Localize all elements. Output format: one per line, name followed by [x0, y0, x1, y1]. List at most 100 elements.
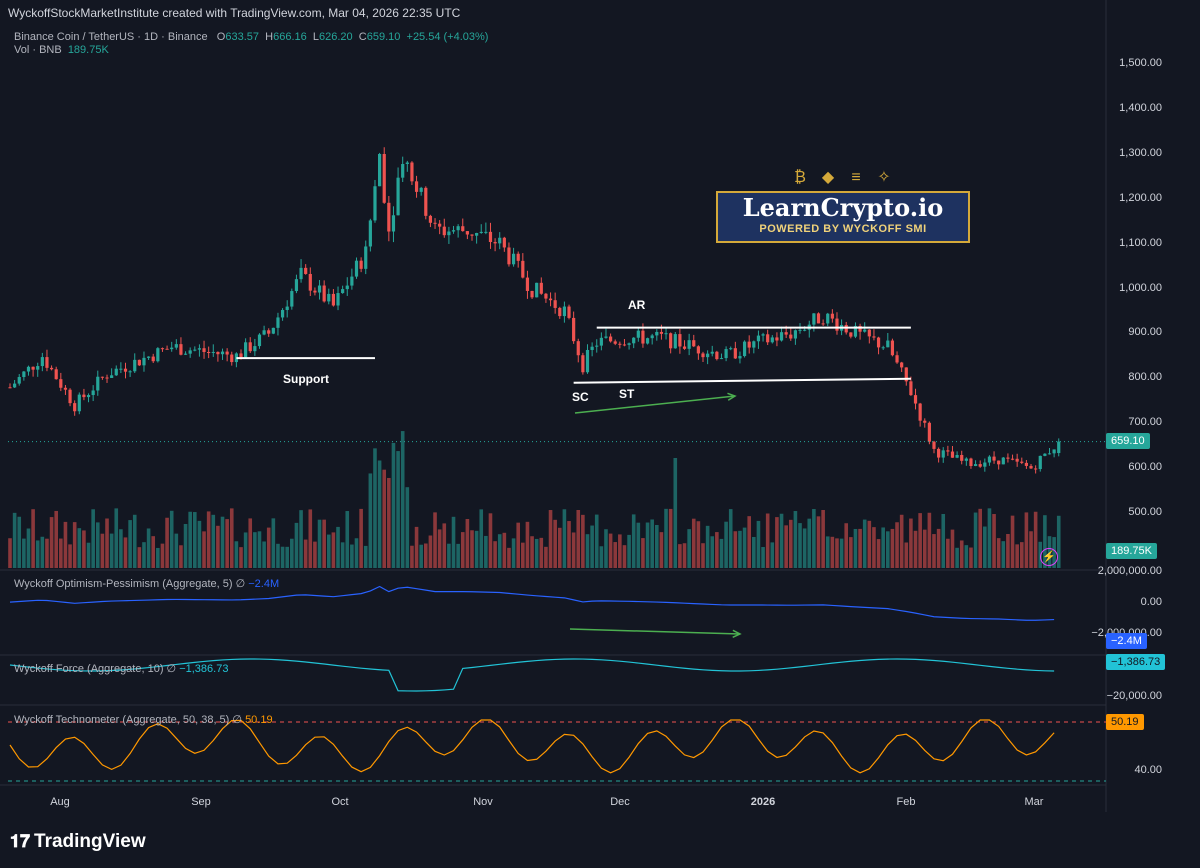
volume-bar — [442, 523, 447, 568]
lightning-icon[interactable]: ⚡ — [1040, 548, 1058, 566]
symbol-legend[interactable]: Binance Coin / TetherUS · 1D · Binance O… — [14, 31, 488, 43]
volume-bar — [825, 536, 830, 568]
volume-bar — [253, 532, 257, 568]
volume-bar — [82, 530, 86, 568]
optimism-pane-title[interactable]: Wyckoff Optimism-Pessimism (Aggregate, 5… — [14, 577, 279, 590]
candle-body — [36, 366, 40, 370]
candle-body — [123, 368, 128, 372]
candle-body — [17, 377, 21, 384]
candle-body — [659, 331, 664, 334]
candle-body — [687, 340, 691, 349]
technometer-pane-title[interactable]: Wyckoff Technometer (Aggregate, 50, 38, … — [14, 713, 273, 726]
candle-body — [31, 366, 35, 370]
candle-body — [632, 337, 636, 344]
chart-credit: WyckoffStockMarketInstitute created with… — [8, 6, 461, 20]
volume-bar — [876, 539, 881, 568]
volume-bar — [895, 522, 899, 568]
candle-body — [784, 332, 788, 335]
volume-bar — [123, 537, 128, 568]
candle-body — [271, 327, 275, 334]
volume-bar — [243, 532, 248, 568]
volume-bar — [193, 512, 197, 568]
candle-body — [844, 324, 848, 333]
volume-bar — [668, 508, 673, 568]
volume-bar — [169, 510, 174, 568]
volume-bar — [585, 534, 590, 568]
candle-body — [742, 341, 747, 357]
candle-body — [142, 357, 146, 366]
candle-body — [516, 253, 520, 261]
volume-bar — [710, 536, 715, 568]
price-tick: 1,500.00 — [1119, 57, 1162, 69]
volume-bar — [858, 528, 862, 568]
volume-bar — [479, 509, 484, 568]
candle-body — [299, 267, 303, 280]
volume-bar — [331, 532, 336, 568]
volume-bar — [738, 530, 742, 568]
candle-body — [613, 341, 617, 344]
volume-bar — [188, 511, 192, 568]
candle-body — [304, 267, 308, 274]
open-label: O — [216, 31, 226, 43]
volume-bar — [608, 533, 613, 568]
candle-body — [900, 362, 904, 368]
candle-body — [391, 215, 396, 232]
volume-bar — [807, 518, 812, 568]
tradingview-logo[interactable]: 𝟏𝟕 TradingView — [10, 831, 146, 853]
candle-body — [853, 325, 858, 337]
candle-body — [262, 330, 266, 335]
candle-body — [193, 349, 197, 351]
volume-bar — [788, 519, 793, 568]
volume-bar — [844, 523, 849, 568]
volume-bar — [340, 542, 345, 568]
candle-body — [636, 330, 640, 338]
volume-bar — [17, 516, 22, 568]
volume-bar — [465, 519, 470, 568]
candle-body — [110, 375, 114, 378]
volume-bar — [562, 509, 567, 568]
candle-body — [803, 329, 807, 331]
technometer-badge: 50.19 — [1106, 714, 1144, 730]
volume-bar — [354, 538, 359, 568]
learncrypto-logo: ₿ ◆ ≡ ✧ LearnCrypto.io POWERED BY WYCKOFF S… — [716, 163, 970, 243]
volume-bar — [336, 526, 340, 568]
candle-body — [1034, 468, 1038, 470]
candle-body — [294, 279, 299, 292]
volume-bar — [507, 547, 511, 568]
candle-body — [239, 353, 243, 358]
candle-body — [595, 345, 599, 347]
volume-bar — [886, 531, 890, 568]
volume-bar — [678, 544, 682, 568]
volume-bar — [733, 531, 738, 568]
volume-bar — [812, 509, 816, 568]
candle-body — [119, 368, 123, 370]
price-tick: 500.00 — [1128, 506, 1162, 518]
crypto-icons: ₿ ◆ ≡ ✧ — [786, 167, 906, 189]
volume-bar — [326, 534, 331, 568]
volume-bar — [72, 522, 77, 568]
candle-body — [724, 349, 728, 359]
candle-body — [396, 177, 400, 216]
candle-body — [692, 340, 696, 347]
volume-bar — [410, 545, 414, 568]
candle-body — [410, 162, 414, 182]
volume-bar — [1006, 533, 1010, 568]
volume-legend[interactable]: Vol · BNB 189.75K — [14, 44, 109, 56]
volume-bar — [516, 522, 520, 568]
optimism-sep: ∅ — [235, 578, 246, 590]
volume-bar — [382, 469, 387, 568]
price-tick: 1,200.00 — [1119, 191, 1162, 204]
candle-body — [779, 332, 784, 341]
candle-body — [170, 347, 174, 350]
volume-bar — [497, 534, 502, 568]
candle-body — [350, 276, 354, 286]
volume-bar — [701, 543, 705, 568]
volume-bar — [502, 532, 507, 568]
volume-bar — [262, 541, 266, 568]
volume-bar — [992, 514, 996, 568]
force-pane-title[interactable]: Wyckoff Force (Aggregate, 10) ∅ −1,386.7… — [14, 662, 228, 675]
candle-body — [969, 458, 973, 467]
volume-bar — [86, 542, 91, 568]
candle-body — [673, 334, 677, 349]
